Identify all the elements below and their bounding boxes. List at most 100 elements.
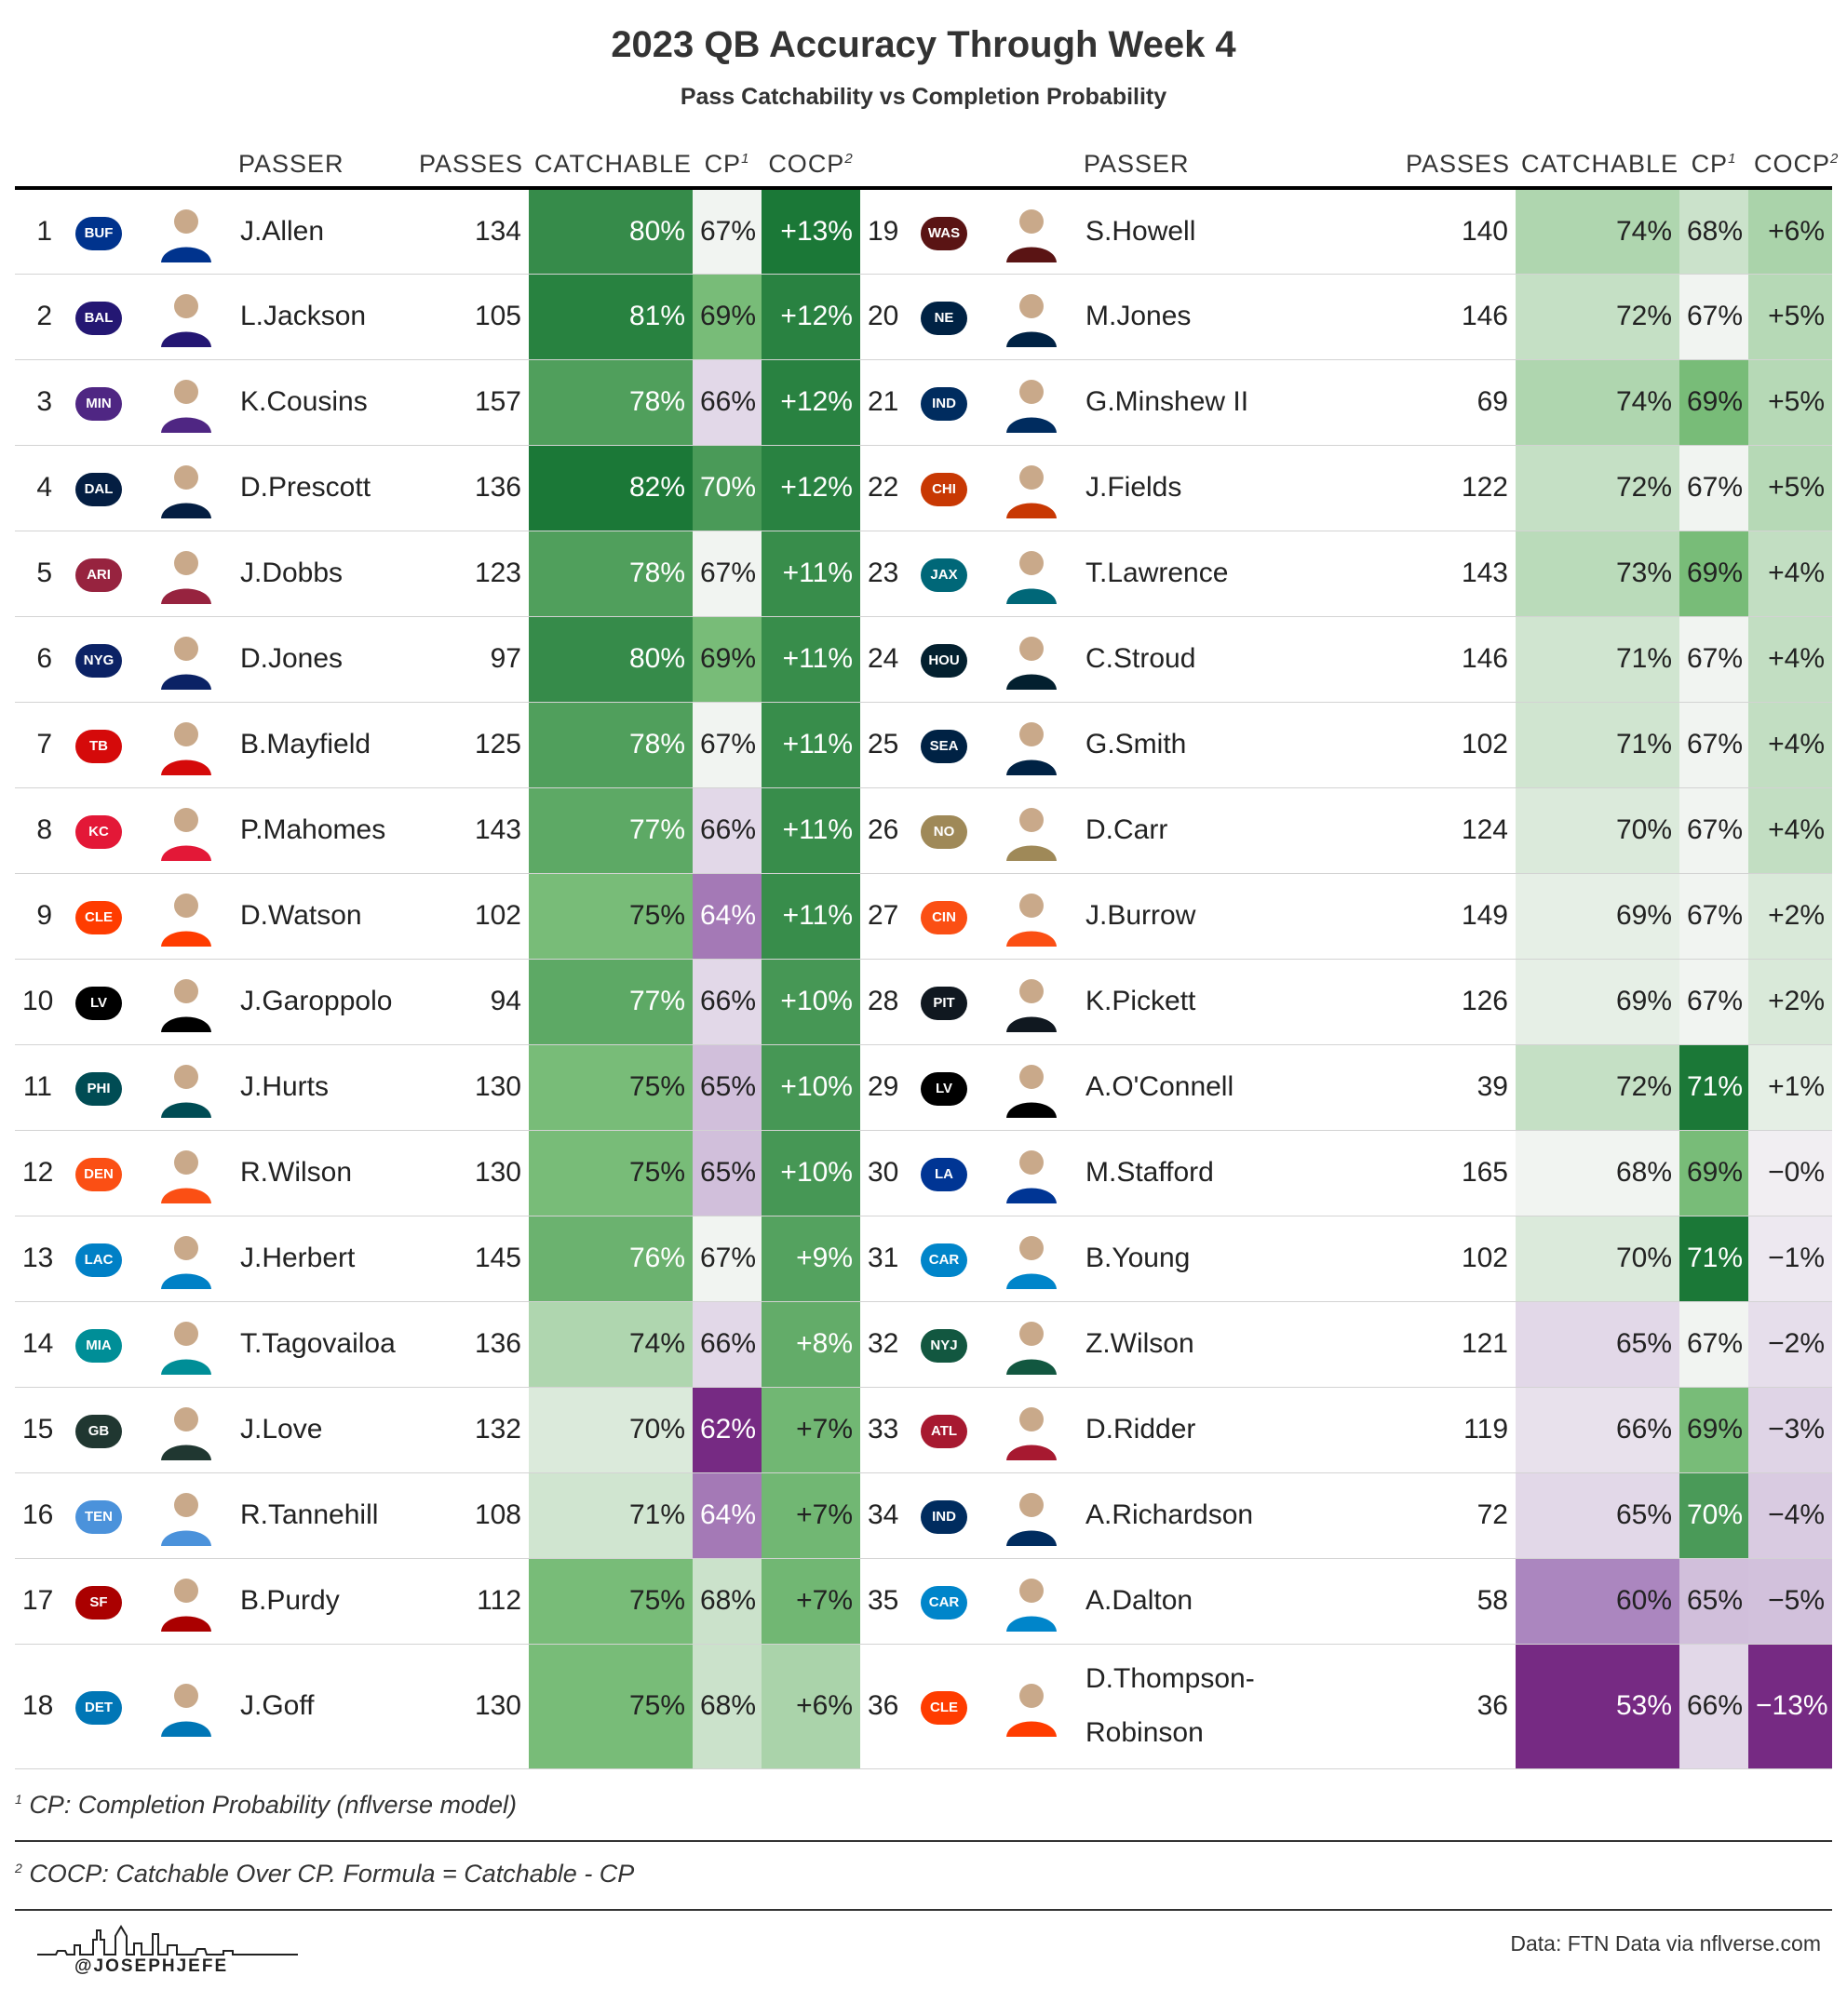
rank-cell: 20 [868,301,899,331]
passer-name: B.Mayfield [240,729,371,759]
cocp-value: −5% [1748,1558,1832,1644]
team-logo-icon: CLE [921,1691,967,1725]
team-logo-cell: HOU [903,616,985,702]
passer-name: J.Goff [240,1690,315,1721]
table-row: 18 DET J.Goff 130 75% 68% +6% 36 CLE D.Thompson-R… [15,1644,1832,1768]
rank-cell: 36 [868,1690,899,1721]
team-logo-icon: BAL [75,302,122,335]
cocp-value: +4% [1748,702,1832,787]
passes-value: 145 [474,1243,521,1273]
rank-cell: 2 [36,301,52,331]
footnote-divider-bottom [15,1909,1832,1911]
rank-cell: 25 [868,729,899,759]
passes-value: 58 [1476,1585,1508,1616]
rank-cell: 18 [22,1690,54,1721]
team-logo-cell: CAR [903,1216,985,1301]
catchable-value: 71% [1516,616,1679,702]
rank-cell: 26 [868,814,899,845]
rank-cell: 24 [868,643,899,674]
catchable-value: 73% [1516,531,1679,616]
header-passer-right: PASSER [1084,150,1190,178]
cocp-value: +11% [762,702,860,787]
passes-value: 94 [490,986,521,1016]
player-headshot-icon [1006,808,1057,861]
catchable-value: 70% [529,1387,693,1472]
team-logo-cell: CHI [903,445,985,531]
rank-cell: 19 [868,215,899,247]
passes-value: 143 [474,814,521,845]
player-headshot-icon [161,637,211,690]
player-headshot-icon [1006,1407,1057,1460]
cocp-value: +11% [762,787,860,873]
headshot-cell [985,188,1078,274]
passer-name: J.Herbert [240,1243,356,1273]
passer-name: A.Dalton [1085,1585,1193,1616]
team-logo-cell: IND [903,359,985,445]
team-logo-cell: BAL [58,274,140,359]
passes-value: 136 [474,1328,521,1359]
cp-value: 66% [693,359,762,445]
cp-value: 69% [693,616,762,702]
rank-cell: 4 [36,472,52,503]
catchable-value: 69% [1516,873,1679,959]
table-row: 8 KC P.Mahomes 143 77% 66% +11% 26 NO D.Carr 124 70… [15,787,1832,873]
table-row: 9 CLE D.Watson 102 75% 64% +11% 27 CIN J.Burrow 14… [15,873,1832,959]
team-logo-cell: NE [903,274,985,359]
player-headshot-icon [161,1579,211,1632]
cp-value: 67% [693,188,762,274]
cp-value: 66% [1679,1644,1748,1768]
player-headshot-icon [161,722,211,775]
player-headshot-icon [1006,722,1057,775]
headshot-cell [140,1044,233,1130]
team-logo-cell: MIA [58,1301,140,1387]
footnote-cocp: 2 COCP: Catchable Over CP. Formula = Cat… [15,1860,635,1888]
rank-cell: 5 [36,558,52,588]
team-logo-cell: PHI [58,1044,140,1130]
passer-name: C.Stroud [1085,643,1196,674]
catchable-value: 77% [529,787,693,873]
cp-value: 66% [693,787,762,873]
passes-value: 124 [1461,814,1508,845]
passer-name: D.Watson [240,900,362,931]
passer-name: M.Stafford [1085,1157,1214,1188]
catchable-value: 75% [529,1044,693,1130]
headshot-cell [140,1387,233,1472]
catchable-value: 60% [1516,1558,1679,1644]
player-headshot-icon [1006,380,1057,433]
cp-value: 67% [1679,959,1748,1044]
headshot-cell [140,616,233,702]
catchable-value: 80% [529,616,693,702]
table-row: 3 MIN K.Cousins 157 78% 66% +12% 21 IND G.Minshew… [15,359,1832,445]
headshot-cell [140,1301,233,1387]
headshot-cell [140,787,233,873]
cp-value: 67% [1679,1301,1748,1387]
team-logo-icon: CAR [921,1586,967,1620]
team-logo-icon: HOU [921,644,967,678]
cocp-value: +6% [762,1644,860,1768]
cocp-value: +2% [1748,873,1832,959]
passes-value: 140 [1461,215,1508,247]
passes-value: 121 [1461,1328,1508,1359]
table-row: 17 SF B.Purdy 112 75% 68% +7% 35 CAR A.Dalton 58 60… [15,1558,1832,1644]
team-logo-icon: LAC [75,1243,122,1277]
player-headshot-icon [161,1493,211,1546]
player-headshot-icon [161,1236,211,1289]
cp-value: 67% [1679,787,1748,873]
rank-cell: 14 [22,1328,54,1359]
team-logo-icon: MIN [75,387,122,421]
cocp-value: +1% [1748,1044,1832,1130]
cocp-value: +11% [762,531,860,616]
qb-accuracy-table: PASSER PASSES CATCHABLE CP1 COCP2 PASSER… [15,130,1838,1769]
player-headshot-icon [1006,208,1057,262]
team-logo-icon: TEN [75,1500,122,1534]
player-headshot-icon [161,1322,211,1375]
player-headshot-icon [1006,637,1057,690]
rank-cell: 3 [36,386,52,417]
rank-cell: 35 [868,1585,899,1616]
passes-value: 69 [1476,386,1508,417]
team-logo-icon: SEA [921,730,967,763]
passer-name: J.Allen [240,215,325,247]
table-row: 1 BUF J.Allen 134 80% 67% +13% 19 WAS S.Howell 140… [15,188,1832,274]
cocp-value: +10% [762,1044,860,1130]
cocp-value: +5% [1748,359,1832,445]
